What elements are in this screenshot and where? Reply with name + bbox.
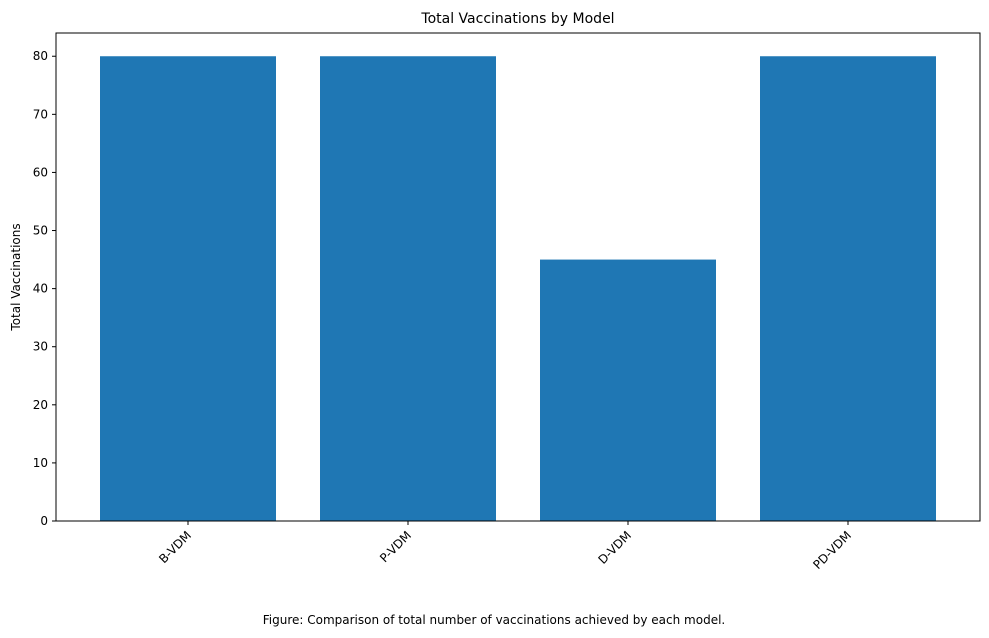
y-tick-label: 10: [33, 456, 48, 470]
y-tick-label: 80: [33, 49, 48, 63]
y-tick-label: 70: [33, 107, 48, 121]
bar-pd-vdm: [760, 56, 936, 522]
figure-caption: Figure: Comparison of total number of va…: [263, 613, 725, 627]
x-tick-label: PD-VDM: [810, 528, 854, 572]
x-tick-label: D-VDM: [595, 528, 634, 567]
chart-title: Total Vaccinations by Model: [420, 11, 614, 27]
y-tick-label: 50: [33, 224, 48, 238]
y-tick-label: 40: [33, 282, 48, 296]
x-tick-label: B-VDM: [156, 528, 194, 566]
y-tick-label: 30: [33, 340, 48, 354]
y-axis: 0 10 20 30 40 50 60 70 80: [33, 49, 56, 528]
y-tick-label: 60: [33, 165, 48, 179]
bar-b-vdm: [100, 56, 276, 522]
plot-frame: [55, 32, 981, 522]
y-tick-label: 20: [33, 398, 48, 412]
bar-p-vdm: [320, 56, 496, 522]
y-axis-title: Total Vaccinations: [9, 223, 23, 331]
x-tick-label: P-VDM: [377, 528, 414, 565]
x-axis: B-VDM P-VDM D-VDM PD-VDM: [156, 521, 854, 572]
y-tick-label: 0: [40, 514, 48, 528]
bars-layer: [100, 56, 936, 522]
bar-d-vdm: [540, 259, 716, 521]
